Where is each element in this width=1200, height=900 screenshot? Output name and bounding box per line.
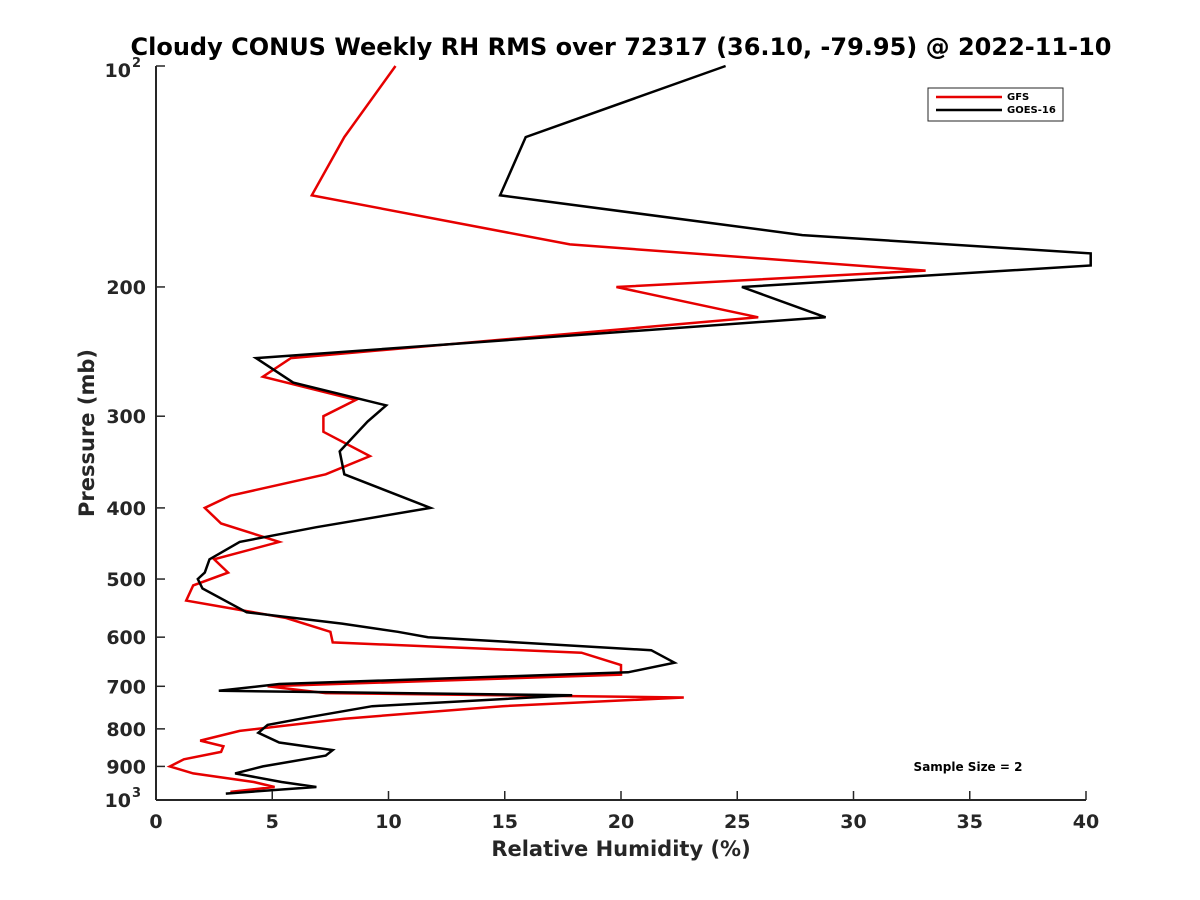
x-tick-label-0: 0 <box>149 811 162 833</box>
y-tick-label-100: 10 <box>105 60 131 82</box>
y-tick-label-900: 900 <box>106 756 146 778</box>
x-tick-label-35: 35 <box>957 811 983 833</box>
y-tick-label-500: 500 <box>106 569 146 591</box>
y-tick-label-1000: 10 <box>105 790 131 812</box>
y-tick-exponent-100: 2 <box>132 56 141 71</box>
x-tick-label-25: 25 <box>724 811 750 833</box>
x-axis-label: Relative Humidity (%) <box>491 837 750 861</box>
legend-label-goes16: GOES-16 <box>1007 105 1056 116</box>
y-tick-label-700: 700 <box>106 676 146 698</box>
y-tick-label-400: 400 <box>106 498 146 520</box>
y-tick-label-800: 800 <box>106 719 146 741</box>
x-tick-label-40: 40 <box>1073 811 1099 833</box>
y-tick-label-300: 300 <box>106 406 146 428</box>
y-tick-exponent-1000: 3 <box>132 786 141 801</box>
y-axis-label: Pressure (mb) <box>75 349 99 517</box>
x-tick-label-5: 5 <box>266 811 279 833</box>
legend: GFS GOES-16 <box>927 87 1064 122</box>
x-tick-label-30: 30 <box>840 811 866 833</box>
x-tick-label-20: 20 <box>608 811 634 833</box>
legend-label-gfs: GFS <box>1007 92 1029 103</box>
sample-size-annotation: Sample Size = 2 <box>914 760 1023 774</box>
series-layer <box>166 64 1092 795</box>
x-tick-label-15: 15 <box>492 811 518 833</box>
legend-box <box>927 87 1064 122</box>
series-line-goes-16 <box>196 64 1092 795</box>
x-tick-label-10: 10 <box>375 811 401 833</box>
series-line-gfs <box>166 65 926 794</box>
chart-title: Cloudy CONUS Weekly RH RMS over 72317 (3… <box>131 33 1112 61</box>
y-tick-label-600: 600 <box>106 627 146 649</box>
y-tick-label-200: 200 <box>106 277 146 299</box>
